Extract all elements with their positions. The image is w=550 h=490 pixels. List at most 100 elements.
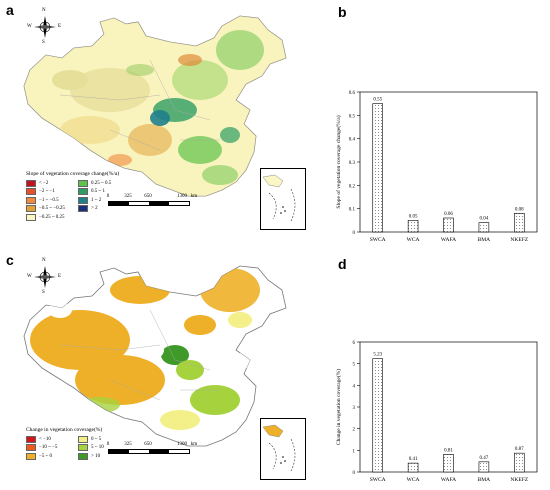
legend-label: −0.5 ~ −0.25 — [39, 206, 65, 211]
legend-item: 0.25 ~ 0.5 — [78, 179, 130, 187]
compass-north-label: N — [42, 8, 46, 13]
bar — [407, 462, 419, 473]
scale-tick: 1300 — [177, 442, 187, 447]
legend-item: −0.25 ~ 0.25 — [26, 213, 78, 221]
scale-tick: 0 — [106, 442, 110, 447]
y-tick-label: 0 — [353, 471, 356, 476]
scale-tick: 1300 — [177, 194, 187, 199]
legend-item: < −10 — [26, 435, 78, 443]
legend-item: −2 ~ −1 — [26, 188, 78, 195]
legend-item: −5 ~ 0 — [26, 452, 78, 460]
legend-swatch — [26, 205, 36, 212]
y-tick-label: 0.5 — [349, 114, 356, 119]
legend-swatch — [26, 213, 36, 221]
compass-south-label: S — [42, 40, 45, 45]
legend-label: 1 ~ 2 — [91, 197, 102, 203]
scale-tick: 650 — [144, 442, 152, 447]
compass-west-label: W — [27, 274, 32, 279]
legend-swatch — [26, 435, 36, 443]
x-tick-label: NKEFZ — [510, 237, 528, 243]
scale-tick: 650 — [144, 194, 152, 199]
y-axis-label: Slope of vegetation coverage change(%/a) — [335, 115, 342, 208]
compass-south-label: S — [42, 290, 45, 295]
y-tick-label: 2 — [353, 428, 356, 433]
compass-north-label: N — [42, 258, 46, 263]
bar-value-label: 0.05 — [409, 214, 418, 219]
bar — [514, 213, 525, 233]
scale-bar-c: 0 325 650 1300 km — [106, 442, 197, 454]
x-tick-label: BMA — [478, 237, 491, 243]
legend-label: 0.25 ~ 0.5 — [91, 180, 112, 186]
panel-label-b: b — [338, 4, 347, 20]
compass-east-label: E — [58, 274, 62, 279]
legend-swatch — [78, 205, 88, 212]
panel-label-d: d — [338, 256, 347, 272]
y-axis-label: Change in vegetation coverage(%) — [335, 369, 342, 445]
y-tick-label: 3 — [353, 406, 356, 411]
scale-unit: km — [190, 442, 198, 447]
bar — [407, 220, 419, 233]
compass-west-label: W — [27, 24, 32, 29]
panel-label-c: c — [6, 252, 14, 268]
compass-rose-icon — [34, 16, 56, 38]
bar — [478, 222, 490, 233]
x-tick-label: NKEFZ — [510, 477, 528, 483]
scale-tick: 325 — [124, 442, 132, 447]
legend-swatch — [26, 444, 36, 451]
legend-label: < −10 — [39, 436, 51, 442]
scale-tick: 0 — [106, 194, 110, 199]
x-tick-label: WAFA — [441, 477, 456, 483]
y-tick-label: 5 — [353, 363, 356, 368]
scale-bar-a: 0 325 650 1300 km — [106, 194, 197, 206]
legend-label: −2 ~ −1 — [39, 189, 55, 194]
x-tick-label: SWCA — [370, 237, 386, 243]
y-tick-label: 1 — [353, 449, 356, 454]
bar — [514, 452, 525, 473]
legend-item: −0.5 ~ −0.25 — [26, 205, 78, 212]
y-tick-label: 0 — [353, 231, 356, 236]
legend-label: −0.25 ~ 0.25 — [39, 214, 65, 220]
x-tick-label: WAFA — [441, 237, 456, 243]
legend-swatch — [26, 196, 36, 204]
legend-swatch — [78, 188, 88, 195]
x-tick-label: BMA — [478, 477, 491, 483]
legend-label: −5 ~ 0 — [39, 453, 53, 459]
bar — [443, 454, 454, 473]
bar — [478, 461, 490, 473]
bar-value-label: 0.87 — [515, 447, 524, 452]
bar-value-label: 0.55 — [373, 98, 382, 103]
bar — [372, 103, 383, 233]
compass-rose-icon — [34, 266, 56, 288]
y-tick-label: 0.1 — [349, 208, 356, 213]
bar-value-label: 0.06 — [444, 212, 453, 217]
legend-label: 0 ~ 5 — [91, 436, 102, 442]
y-tick-label: 0.3 — [349, 161, 356, 166]
legend-change: Change in vegetation coverage(%) < −10 0 … — [26, 427, 130, 460]
bar-value-label: 0.04 — [480, 217, 489, 222]
legend-swatch — [78, 196, 88, 204]
bar-value-label: 0.81 — [444, 448, 453, 453]
south-china-sea-inset — [260, 168, 306, 230]
legend-swatch — [26, 188, 36, 195]
bar-chart-slope: 0 0.1 0.2 0.3 0.4 0.5 0.6 0.55 SWCA 0.05 WCA 0.06 WA… — [335, 91, 538, 243]
vegetation-change-map — [23, 265, 287, 447]
legend-swatch — [78, 435, 88, 443]
legend-item: 1 ~ 2 — [78, 196, 130, 204]
y-tick-label: 0.4 — [349, 138, 356, 143]
bar-chart-change: 0 1 2 3 4 5 6 5.23 SWCA 0.41 WCA 0.81 WAFA 0.47 BMA 0.8… — [335, 341, 538, 483]
bar-value-label: 5.23 — [373, 353, 382, 358]
legend-slope-title: Slope of vegetation coverage change(%/a) — [26, 171, 120, 177]
legend-item: < −2 — [26, 179, 78, 187]
bar-value-label: 0.47 — [480, 456, 489, 461]
compass-east-label: E — [58, 24, 62, 29]
legend-item: 5 ~ 10 — [78, 444, 130, 451]
y-tick-label: 6 — [353, 341, 356, 346]
legend-slope: Slope of vegetation coverage change(%/a)… — [26, 171, 130, 221]
legend-label: 0.5 ~ 1 — [91, 189, 105, 194]
legend-label: −1 ~ −0.5 — [39, 197, 59, 203]
legend-item: 0.5 ~ 1 — [78, 188, 130, 195]
legend-label: > 10 — [91, 453, 101, 459]
legend-swatch — [26, 452, 36, 460]
south-china-sea-inset — [260, 418, 306, 480]
y-tick-label: 0.2 — [349, 184, 356, 189]
